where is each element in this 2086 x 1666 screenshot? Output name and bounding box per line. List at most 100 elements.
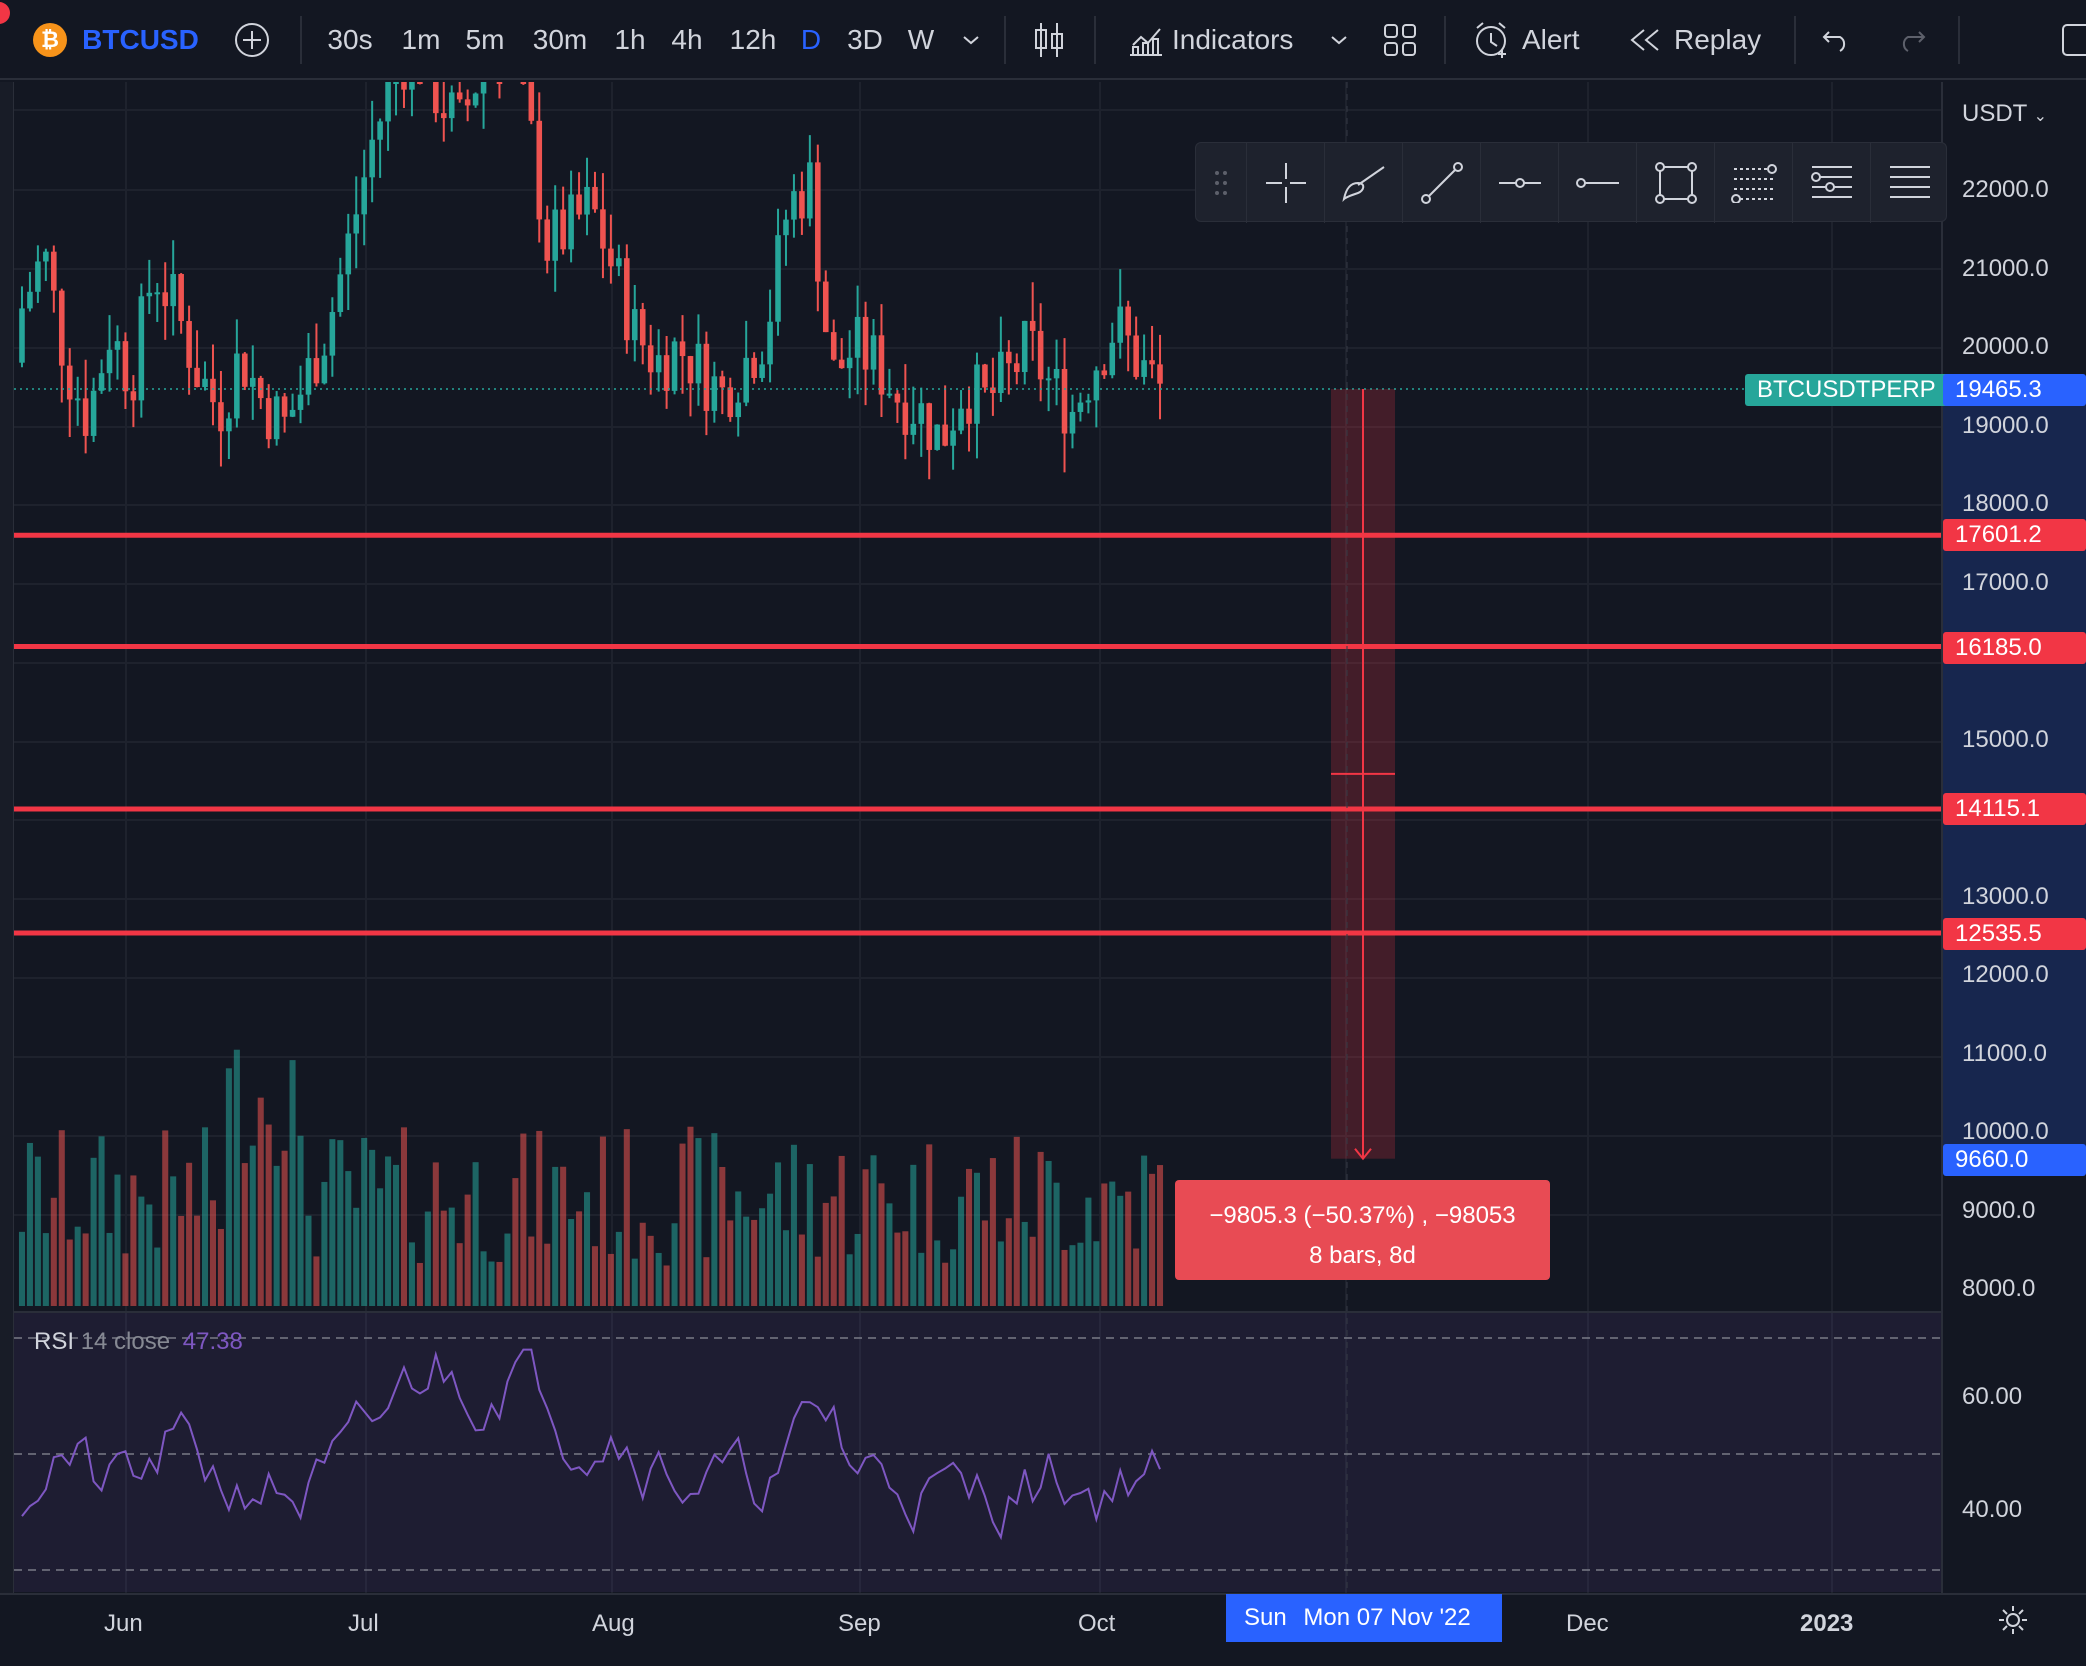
candle-body <box>663 355 670 391</box>
candle-body <box>616 258 622 267</box>
candle-body <box>958 408 964 431</box>
candle-body <box>902 402 909 435</box>
indicators-chart-icon[interactable] <box>1122 0 1170 80</box>
rectangle-tool-icon[interactable] <box>1636 143 1714 223</box>
timeframe-30m[interactable]: 30m <box>532 24 588 55</box>
rsi-tick-label: 40.00 <box>1962 1496 2023 1523</box>
trend-line-tool-icon[interactable] <box>1402 143 1480 223</box>
timeframe-1h[interactable]: 1h <box>614 24 646 55</box>
horizontal-line-tool-icon[interactable] <box>1480 143 1558 223</box>
candle-body <box>170 274 176 307</box>
volume-bar <box>106 1232 113 1306</box>
bitcoin-logo-icon[interactable]: ₿ <box>30 0 70 80</box>
candle-body <box>783 219 789 236</box>
layout-grid-icon[interactable] <box>1376 0 1424 80</box>
candle-body <box>218 402 224 432</box>
candle-body <box>1133 335 1139 377</box>
fullscreen-icon[interactable] <box>2060 0 2086 80</box>
undo-icon[interactable] <box>1816 0 1856 80</box>
volume-bar <box>1133 1248 1140 1306</box>
candle-body <box>433 82 439 114</box>
rsi-title: RSI <box>34 1328 75 1355</box>
volume-bar <box>735 1191 742 1306</box>
candle-body <box>66 365 73 400</box>
brush-tool-icon[interactable] <box>1324 143 1402 223</box>
candle-body <box>417 82 423 84</box>
volume-bar <box>504 1233 511 1306</box>
rsi-line <box>21 1348 1161 1541</box>
timeframe-12h[interactable]: 12h <box>729 24 777 55</box>
candle-body <box>130 391 137 401</box>
crosshair-date-label: Sun Mon 07 Nov '22 <box>1226 1594 1502 1642</box>
indicators-button[interactable]: Indicators <box>1172 24 1294 55</box>
volume-bar <box>408 1242 415 1306</box>
volume-bar <box>146 1204 153 1306</box>
volume-bar <box>846 1254 853 1306</box>
volume-bar <box>297 1135 304 1306</box>
currency-selector[interactable]: USDT ⌄ <box>1962 100 2047 127</box>
volume-bar <box>241 1163 248 1306</box>
candle-body <box>990 387 996 394</box>
candle-body <box>178 274 184 322</box>
candle-body <box>926 403 933 450</box>
candle-body <box>35 261 41 292</box>
symbol-label-tag: BTCUSDTPERP <box>1745 374 1948 406</box>
timeframe-d[interactable]: D <box>800 24 822 55</box>
time-axis[interactable] <box>0 1593 2086 1666</box>
drag-handle-icon[interactable] <box>1196 143 1246 223</box>
candle-body <box>743 357 749 403</box>
candle-body <box>1141 360 1147 377</box>
settings-gear-icon[interactable] <box>1996 1603 2030 1642</box>
volume-bar <box>186 1162 193 1306</box>
alert-clock-icon[interactable] <box>1470 0 1514 80</box>
volume-bar <box>806 1164 813 1306</box>
measure-arrowhead <box>1354 1148 1372 1161</box>
symbol-search-button[interactable]: BTCUSD <box>82 24 199 55</box>
volume-bar <box>719 1166 726 1306</box>
price-axis[interactable] <box>1941 82 2086 1593</box>
candle-body <box>1061 368 1068 434</box>
rsi-legend[interactable]: RSI 14 close 47.38 <box>34 1328 243 1356</box>
price-tick-label: 10000.0 <box>1962 1118 2049 1145</box>
multiple-lines-tool-icon[interactable] <box>1870 143 1948 223</box>
candle-body <box>536 120 543 220</box>
volume-bar <box>90 1157 97 1306</box>
timeframe-dropdown-chevron-icon[interactable] <box>954 0 988 80</box>
compare-add-icon[interactable] <box>228 0 276 80</box>
replay-rewind-icon[interactable] <box>1626 0 1664 80</box>
alert-button[interactable]: Alert <box>1522 24 1580 55</box>
candle-body <box>647 345 654 373</box>
candle-body <box>448 92 455 119</box>
indicators-dropdown-chevron-icon[interactable] <box>1322 0 1356 80</box>
candle-body <box>998 351 1004 394</box>
candles-chart-type-icon[interactable] <box>1024 0 1074 80</box>
rsi-params: 14 close <box>80 1328 171 1355</box>
candle-body <box>297 394 304 410</box>
volume-bar <box>1069 1245 1076 1306</box>
measure-end-tag: 9660.0 <box>1943 1144 2086 1176</box>
timeframe-4h[interactable]: 4h <box>671 24 703 55</box>
candle-body <box>576 194 582 215</box>
timeframe-3d[interactable]: 3D <box>847 24 883 55</box>
time-label-aug: Aug <box>592 1610 635 1637</box>
volume-bar <box>130 1175 137 1306</box>
timeframe-1m[interactable]: 1m <box>401 24 441 55</box>
timeframe-30s[interactable]: 30s <box>327 24 373 55</box>
crosshair-tool-icon[interactable] <box>1246 143 1324 223</box>
timeframe-w[interactable]: W <box>907 24 935 55</box>
fib-retracement-tool-icon[interactable] <box>1714 143 1792 223</box>
candle-body <box>242 353 248 387</box>
horizontal-ray-tool-icon[interactable] <box>1558 143 1636 223</box>
measure-range-box <box>1331 388 1395 1159</box>
candle-body <box>894 393 901 403</box>
timeframe-5m[interactable]: 5m <box>465 24 505 55</box>
fib-extension-tool-icon[interactable] <box>1792 143 1870 223</box>
volume-bar <box>687 1126 694 1306</box>
candle-body <box>58 290 65 366</box>
volume-bar <box>989 1158 996 1306</box>
candle-body <box>711 376 718 411</box>
replay-button[interactable]: Replay <box>1674 24 1762 55</box>
candle-body <box>631 309 638 341</box>
volume-bar <box>981 1220 988 1306</box>
volume-bar <box>1005 1218 1012 1306</box>
